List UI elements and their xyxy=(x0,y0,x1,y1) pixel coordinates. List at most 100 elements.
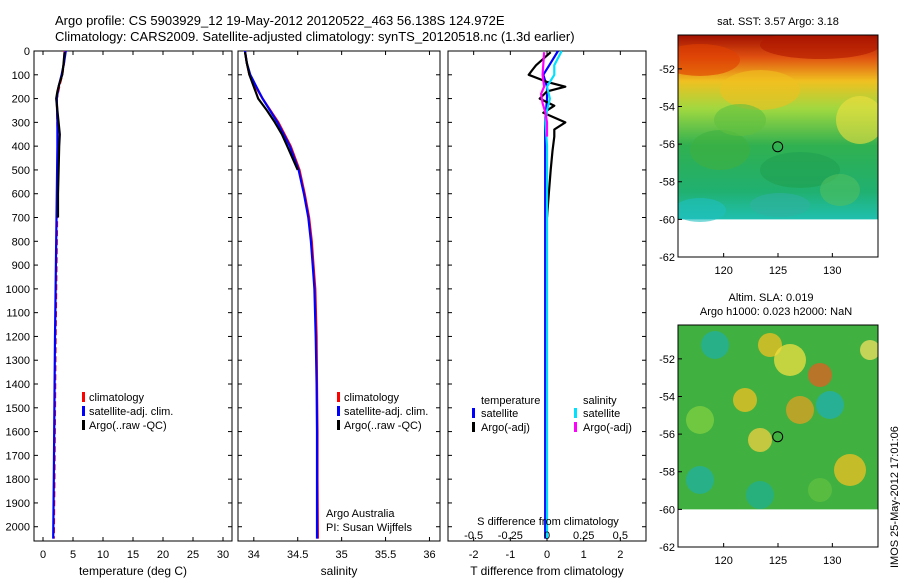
sla-blob xyxy=(860,340,878,360)
temperature-xlabel: temperature (deg C) xyxy=(79,564,187,578)
difference-legend-swatch xyxy=(472,422,475,432)
temperature-series-argo-raw-qc- xyxy=(55,52,66,218)
sst_map-field xyxy=(678,35,878,222)
sst_map-ytick-label: -60 xyxy=(659,214,675,226)
depth-tick-label: 1500 xyxy=(6,403,30,415)
sla-blob xyxy=(808,478,832,502)
sst-blob xyxy=(678,198,726,222)
salinity-xlabel: salinity xyxy=(321,564,358,578)
sla-blob xyxy=(774,344,806,376)
temperature-xtick-label: 20 xyxy=(157,549,169,561)
sla-blob xyxy=(686,406,714,434)
sla-blob xyxy=(748,428,772,452)
salinity-series-climatology xyxy=(243,50,319,539)
salinity-legend-swatch xyxy=(337,392,340,402)
sla_map-ytick-label: -58 xyxy=(659,467,675,479)
depth-tick-label: 800 xyxy=(12,236,30,248)
legend-title-salinity: salinity xyxy=(583,395,617,407)
temperature-legend-swatch xyxy=(82,406,85,416)
sst-blob xyxy=(820,174,860,206)
temperature-xtick-label: 5 xyxy=(70,549,76,561)
temperature-xtick-label: 25 xyxy=(187,549,199,561)
sla-blob xyxy=(701,331,729,359)
sla-map-subtitle: Argo h1000: 0.023 h2000: NaN xyxy=(700,306,852,318)
depth-tick-label: 1600 xyxy=(6,427,30,439)
temperature-legend-swatch xyxy=(82,420,85,430)
sla_map-ytick-label: -54 xyxy=(659,391,675,403)
salinity-xtick-label: 35 xyxy=(336,549,348,561)
sst-blob xyxy=(836,96,878,144)
temperature-legend-label: Argo(..raw -QC) xyxy=(89,420,167,432)
difference-xtick-label: -1 xyxy=(505,549,515,561)
difference-legend-swatch xyxy=(472,408,475,418)
sla-blob xyxy=(746,481,774,509)
sla-blob xyxy=(786,396,814,424)
salinity-legend-label: climatology xyxy=(344,392,400,404)
sla-map-title: Altim. SLA: 0.019 xyxy=(729,292,814,304)
temperature-xtick-label: 0 xyxy=(40,549,46,561)
depth-tick-label: 300 xyxy=(12,117,30,129)
salinity-axes-box xyxy=(237,50,441,542)
depth-tick-label: 500 xyxy=(12,165,30,177)
difference-series-t-argo-adj- xyxy=(527,51,567,218)
temperature-legend-swatch xyxy=(82,392,85,402)
salinity-diff-tick-label: 0.5 xyxy=(613,530,628,542)
sla_map-ytick-label: -60 xyxy=(659,504,675,516)
sla-blob xyxy=(808,363,832,387)
salinity-diff-axis-label: S difference from climatology xyxy=(477,516,619,528)
sla-blob xyxy=(758,333,782,357)
sst-map-title: sat. SST: 3.57 Argo: 3.18 xyxy=(717,16,839,28)
difference-legend-label: satellite xyxy=(481,408,518,420)
difference-xtick-label: -2 xyxy=(469,549,479,561)
depth-tick-label: 600 xyxy=(12,189,30,201)
depth-tick-label: 900 xyxy=(12,260,30,272)
salinity-xtick-label: 34.5 xyxy=(287,549,308,561)
difference-legend-label: Argo(-adj) xyxy=(481,422,530,434)
argo-australia-label: Argo Australia xyxy=(326,508,395,520)
difference-series-s-argo-adj- xyxy=(539,52,549,137)
salinity-legend-label: satellite-adj. clim. xyxy=(344,406,428,418)
sst-blob xyxy=(760,152,840,188)
sst-blob xyxy=(760,35,878,59)
temperature-axes-box xyxy=(33,50,233,542)
sla_map-xtick-label: 130 xyxy=(823,555,841,567)
sla_map-ytick-label: -62 xyxy=(659,542,675,554)
sst_map-argo-marker xyxy=(772,141,784,153)
depth-tick-label: 100 xyxy=(12,70,30,82)
salinity-diff-tick-label: -0.25 xyxy=(498,530,523,542)
temperature-xtick-label: 15 xyxy=(127,549,139,561)
salinity-xtick-label: 36 xyxy=(423,549,435,561)
sla-blob xyxy=(816,391,844,419)
sst-blob xyxy=(714,104,766,136)
sla_map-argo-marker xyxy=(772,431,784,443)
temperature-xtick-label: 10 xyxy=(97,549,109,561)
sst_map-ytick-label: -58 xyxy=(659,177,675,189)
difference-legend-label: satellite xyxy=(583,408,620,420)
sla_map-xtick-label: 120 xyxy=(714,555,732,567)
sla_map-ytick-label: -52 xyxy=(659,354,675,366)
depth-tick-label: 2000 xyxy=(6,522,30,534)
depth-tick-label: 1200 xyxy=(6,331,30,343)
temperature-legend-label: satellite-adj. clim. xyxy=(89,406,173,418)
legend-title-temperature: temperature xyxy=(481,395,540,407)
sla_map-field xyxy=(678,325,878,510)
salinity-series-argo-raw-qc- xyxy=(243,52,299,171)
depth-tick-label: 200 xyxy=(12,94,30,106)
sst-blob xyxy=(678,44,740,76)
salinity-legend-swatch xyxy=(337,406,340,416)
salinity-legend-label: Argo(..raw -QC) xyxy=(344,420,422,432)
salinity-legend-swatch xyxy=(337,420,340,430)
temperature-xtick-label: 30 xyxy=(217,549,229,561)
sla-blob xyxy=(733,388,757,412)
climatology-title: Climatology: CARS2009. Satellite-adjuste… xyxy=(55,29,575,44)
depth-tick-label: 700 xyxy=(12,213,30,225)
sst-blob xyxy=(690,130,750,170)
pi-label: PI: Susan Wijffels xyxy=(326,522,412,534)
salinity-diff-tick-label: 0 xyxy=(544,530,550,542)
depth-tick-label: 1800 xyxy=(6,474,30,486)
depth-tick-label: 1700 xyxy=(6,450,30,462)
difference-xtick-label: 1 xyxy=(581,549,587,561)
sla-blob xyxy=(834,454,866,486)
sla_map-xtick-label: 125 xyxy=(769,555,787,567)
